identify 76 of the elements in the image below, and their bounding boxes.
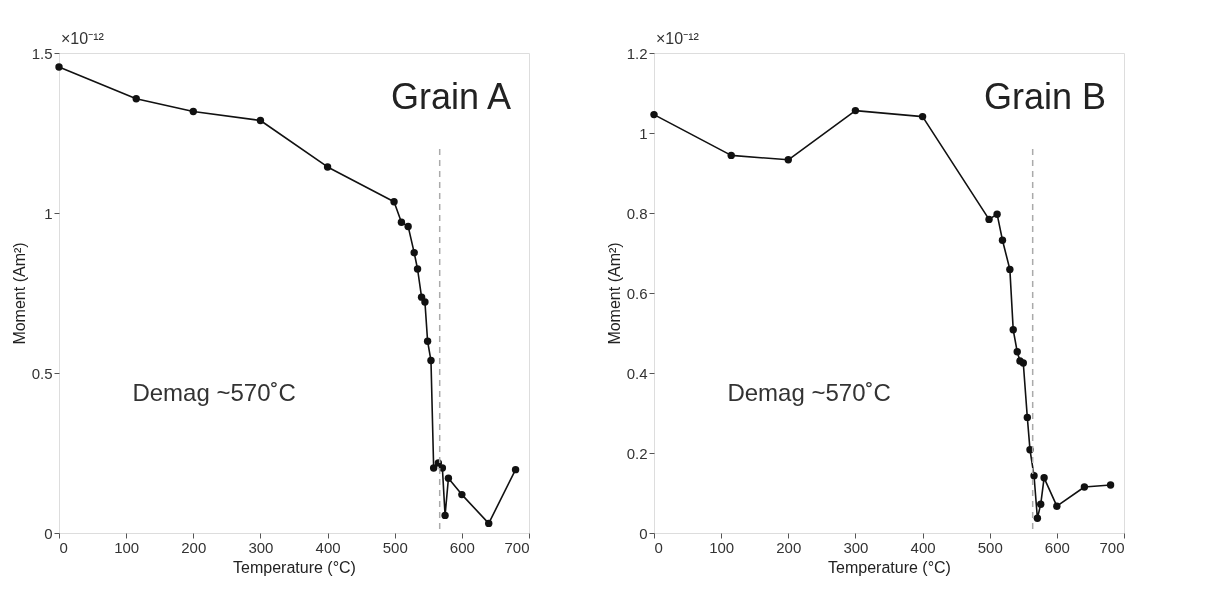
x-tick-label: 300 (843, 538, 869, 556)
point (1033, 514, 1042, 522)
y-tick-label: 0.4 (626, 364, 648, 382)
point (1053, 502, 1061, 510)
x-tick-label: 700 (1099, 538, 1125, 556)
point (1023, 413, 1032, 422)
point (851, 106, 860, 115)
y-axis-title: Moment (Am²) (10, 242, 28, 345)
point (784, 156, 792, 164)
point (438, 464, 447, 472)
y-axis-title: Moment (Am²) (605, 242, 623, 345)
annotation: Demag ~570˚C (727, 378, 891, 406)
y-tick-label: 1 (44, 204, 53, 222)
point (256, 116, 265, 125)
point (390, 198, 398, 206)
annotation: Demag ~570˚C (132, 378, 296, 406)
point (413, 265, 422, 273)
point (421, 298, 429, 306)
point (423, 337, 432, 346)
x-tick-label: 400 (315, 538, 341, 556)
point (323, 163, 332, 171)
x-axis-title: Temperature (°C) (828, 558, 951, 576)
point (404, 222, 412, 231)
x-tick-label: 300 (248, 538, 274, 556)
point (55, 63, 63, 71)
y-tick-label: 0.6 (626, 284, 648, 302)
x-axis-title: Temperature (°C) (233, 558, 356, 576)
point (727, 151, 735, 160)
y-tick-label: 0 (44, 524, 53, 542)
point (985, 215, 993, 224)
x-tick-label: 0 (654, 538, 663, 556)
text: ×10⁻¹² (61, 30, 105, 47)
point (918, 112, 927, 121)
x-tick-label: 200 (181, 538, 207, 556)
point (650, 110, 658, 119)
y-tick-label: 0.2 (626, 444, 648, 462)
point (1009, 326, 1017, 334)
point (427, 356, 435, 365)
point (511, 465, 520, 474)
point (998, 236, 1007, 244)
point (458, 490, 466, 499)
point (1080, 483, 1089, 491)
point (993, 210, 1001, 218)
x-tick-label: 600 (449, 538, 475, 556)
x-tick-label: 200 (776, 538, 802, 556)
point (1040, 474, 1048, 482)
annotation: Grain A (390, 76, 511, 117)
point (132, 95, 140, 103)
point (1013, 348, 1021, 356)
y-tick-label: 0.5 (31, 364, 53, 382)
point (1006, 265, 1014, 274)
annotation: Grain B (983, 76, 1106, 117)
point (397, 218, 406, 226)
x-tick-label: 600 (1044, 538, 1070, 556)
x-tick-label: 100 (709, 538, 735, 556)
point (1106, 481, 1115, 489)
x-tick-label: 100 (114, 538, 140, 556)
x-tick-label: 500 (382, 538, 408, 556)
x-tick-label: 700 (504, 538, 530, 556)
y-tick-label: 1.5 (31, 44, 53, 62)
point (429, 464, 438, 472)
x-tick-label: 0 (59, 538, 68, 556)
point (189, 107, 197, 116)
point (441, 511, 449, 520)
text: ×10⁻¹² (656, 30, 700, 47)
y-tick-label: 1.2 (626, 44, 648, 62)
point (410, 248, 418, 257)
x-tick-label: 400 (910, 538, 936, 556)
y-tick-label: 0 (639, 524, 648, 542)
point (1037, 500, 1045, 508)
x-tick-label: 500 (977, 538, 1003, 556)
y-tick-label: 1 (639, 124, 648, 142)
point (485, 519, 493, 528)
point (1030, 472, 1038, 480)
point (444, 474, 453, 482)
y-tick-label: 0.8 (626, 204, 648, 222)
